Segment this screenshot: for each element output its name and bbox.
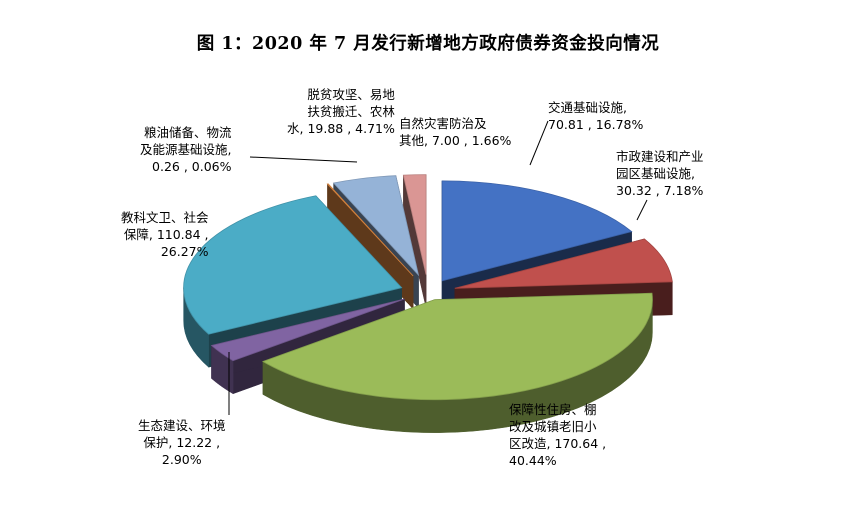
data-label-7-line-3: 水, 19.88 , 4.71% (287, 121, 395, 136)
data-label-3-line-4: 40.44% (509, 453, 557, 468)
data-label-4-line-1: 生态建设、环境 (138, 418, 226, 433)
data-label-8: 自然灾害防治及其他, 7.00 , 1.66% (399, 115, 511, 149)
data-label-6-line-2: 及能源基础设施, (140, 142, 232, 157)
data-label-6: 粮油储备、物流 及能源基础设施, 0.26 , 0.06% (140, 124, 231, 175)
leader-line-1 (529, 120, 549, 166)
data-label-2-line-1: 市政建设和产业 (616, 149, 704, 164)
data-label-6-line-3: 0.26 , 0.06% (152, 159, 232, 174)
pie-slice-8 (402, 174, 427, 308)
data-label-2: 市政建设和产业 园区基础设施, 30.32 , 7.18% (616, 148, 704, 199)
data-label-7: 脱贫攻坚、易地 扶贫搬迁、农林水, 19.88 , 4.71% (287, 86, 395, 137)
data-label-6-line-1: 粮油储备、物流 (143, 125, 232, 140)
data-label-2-line-3: 30.32 , 7.18% (616, 183, 704, 198)
data-label-5: 教科文卫、社会 保障, 110.84 , 26.27% (121, 209, 209, 260)
slice-top-2 (454, 238, 673, 289)
data-label-2-line-2: 园区基础设施, (616, 166, 695, 181)
data-label-3-line-1: 保障性住房、棚 (509, 402, 597, 417)
data-label-3-line-3: 区改造, 170.64 , (509, 436, 607, 451)
data-label-8-line-1: 自然灾害防治及 (399, 116, 487, 131)
slice-top-1 (441, 180, 633, 282)
data-label-4: 生态建设、环境 保护, 12.22 , 2.90% (138, 417, 226, 468)
leader-line-2 (636, 199, 648, 221)
data-label-7-line-2: 扶贫搬迁、农林 (307, 104, 395, 119)
slice-top-8 (402, 174, 427, 275)
data-label-5-line-3: 26.27% (160, 244, 209, 259)
data-label-4-line-3: 2.90% (161, 452, 202, 467)
slice-top-6 (326, 183, 414, 277)
data-label-3: 保障性住房、棚 改及城镇老旧小 区改造, 170.64 , 40.44% (509, 401, 606, 469)
data-label-4-line-2: 保护, 12.22 , (143, 435, 221, 450)
data-label-1: 交通基础设施, 70.81 , 16.78% (548, 99, 643, 133)
pie-slice-3 (262, 292, 653, 433)
data-label-8-line-2: 其他, 7.00 , 1.66% (399, 133, 512, 148)
data-label-5-line-2: 保障, 110.84 , (123, 227, 209, 242)
data-label-3-line-2: 改及城镇老旧小 (509, 419, 597, 434)
data-label-1-line-2: 70.81 , 16.78% (548, 117, 644, 132)
data-label-5-line-1: 教科文卫、社会 (121, 210, 209, 225)
data-label-7-line-1: 脱贫攻坚、易地 (307, 87, 395, 102)
slice-top-7 (332, 175, 420, 277)
leader-line-6 (249, 156, 358, 163)
slice-top-3 (262, 292, 653, 401)
chart-title: 图 1：2020 年 7 月发行新增地方政府债券资金投向情况 (196, 34, 660, 54)
slice-top-5 (183, 195, 403, 335)
data-label-1-line-1: 交通基础设施, (548, 100, 627, 115)
slice-top-4 (210, 298, 405, 362)
